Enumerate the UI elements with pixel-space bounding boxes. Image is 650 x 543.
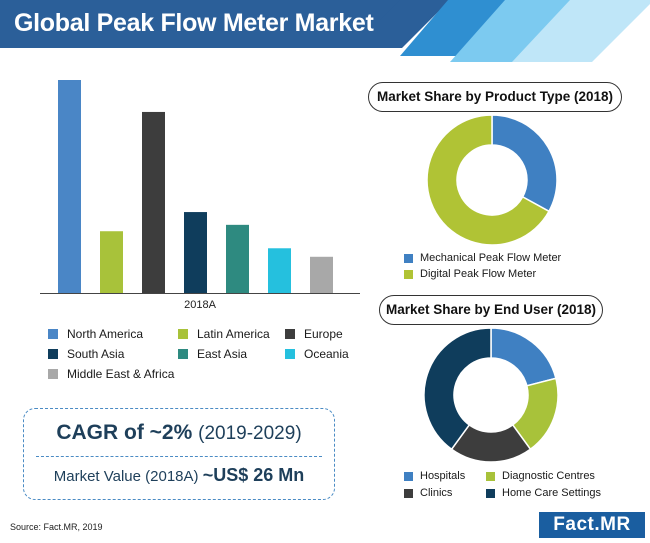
bar-east-asia xyxy=(226,224,249,293)
legend-label: Home Care Settings xyxy=(502,487,602,499)
legend-label: Oceania xyxy=(304,347,349,361)
bar-oceania xyxy=(268,248,291,293)
legend-item-europe: Europe xyxy=(285,327,343,341)
bar-europe xyxy=(142,111,165,293)
stripe-blue xyxy=(400,0,520,56)
legend-item-middle-east-africa: Middle East & Africa xyxy=(48,367,174,381)
end-user-title: Market Share by End User (2018) xyxy=(379,295,603,325)
legend-item-oceania: Oceania xyxy=(285,347,349,361)
market-value-text: Market Value (2018A) ~US$ 26 Mn xyxy=(24,465,334,486)
cagr-divider xyxy=(36,456,322,457)
slice-home-care-settings xyxy=(423,327,492,451)
legend-swatch xyxy=(404,471,413,481)
legend-label: Middle East & Africa xyxy=(67,367,175,381)
bar-middle-east-africa xyxy=(310,256,333,293)
legend-swatch xyxy=(486,488,495,498)
cagr-box: CAGR of ~2% (2019-2029) Market Value (20… xyxy=(23,408,335,500)
legend-label: South Asia xyxy=(67,347,125,361)
legend-label: Digital Peak Flow Meter xyxy=(420,268,537,280)
legend-swatch xyxy=(285,329,295,339)
header: Global Peak Flow Meter Market xyxy=(0,0,650,62)
legend-label: Clinics xyxy=(420,487,453,499)
cagr-text: CAGR of ~2% (2019-2029) xyxy=(24,421,334,445)
stripe-light xyxy=(450,0,585,62)
legend-swatch xyxy=(48,349,58,359)
legend-label: Europe xyxy=(304,327,343,341)
legend-label: Diagnostic Centres xyxy=(502,470,595,482)
legend-item-north-america: North America xyxy=(48,327,143,341)
legend-item-south-asia: South Asia xyxy=(48,347,124,361)
page-title: Global Peak Flow Meter Market xyxy=(14,9,374,37)
stripe-dark xyxy=(380,0,450,48)
legend-swatch xyxy=(404,488,413,498)
slice-hospitals xyxy=(490,327,557,387)
end-user-donut xyxy=(423,327,559,463)
product-type-title: Market Share by Product Type (2018) xyxy=(368,82,622,112)
legend-label: North America xyxy=(67,327,144,341)
legend-item-east-asia: East Asia xyxy=(178,347,247,361)
legend-item-mechanical-peak-flow-meter: Mechanical Peak Flow Meter xyxy=(404,252,561,264)
legend-swatch xyxy=(404,269,413,279)
bar-south-asia xyxy=(184,212,207,293)
legend-swatch xyxy=(178,329,188,339)
legend-swatch xyxy=(178,349,188,359)
cagr-prefix: CAGR of xyxy=(56,421,150,444)
stripe-lightest xyxy=(512,0,650,62)
legend-item-diagnostic-centres: Diagnostic Centres xyxy=(486,470,595,482)
slice-mechanical-peak-flow-meter xyxy=(491,114,558,213)
legend-item-home-care-settings: Home Care Settings xyxy=(486,487,601,499)
legend-swatch xyxy=(285,349,295,359)
legend-swatch xyxy=(48,329,58,339)
market-value-amount: ~US$ 26 Mn xyxy=(202,465,305,485)
market-value-label: Market Value (2018A) xyxy=(53,468,203,485)
legend-label: Mechanical Peak Flow Meter xyxy=(420,252,562,264)
header-stripes xyxy=(380,0,650,62)
legend-swatch xyxy=(48,369,58,379)
source-note: Source: Fact.MR, 2019 xyxy=(10,522,103,532)
legend-swatch xyxy=(486,471,495,481)
cagr-period: (2019-2029) xyxy=(198,423,302,444)
bar-chart: 2018A xyxy=(40,80,360,311)
legend-swatch xyxy=(404,253,413,263)
bar-north-america xyxy=(58,80,81,293)
x-axis-label: 2018A xyxy=(184,299,216,311)
legend-label: East Asia xyxy=(197,347,248,361)
header-bar xyxy=(0,0,400,48)
legend-item-digital-peak-flow-meter: Digital Peak Flow Meter xyxy=(404,268,536,280)
legend-item-hospitals: Hospitals xyxy=(404,470,465,482)
legend-label: Hospitals xyxy=(420,470,466,482)
product-type-donut xyxy=(426,114,558,246)
cagr-value: ~2% xyxy=(149,421,193,444)
legend-item-latin-america: Latin America xyxy=(178,327,270,341)
slice-digital-peak-flow-meter xyxy=(426,114,550,246)
legend-item-clinics: Clinics xyxy=(404,487,452,499)
legend-label: Latin America xyxy=(197,327,270,341)
factmr-logo: Fact.MR xyxy=(539,512,645,538)
bar-latin-america xyxy=(100,231,123,293)
